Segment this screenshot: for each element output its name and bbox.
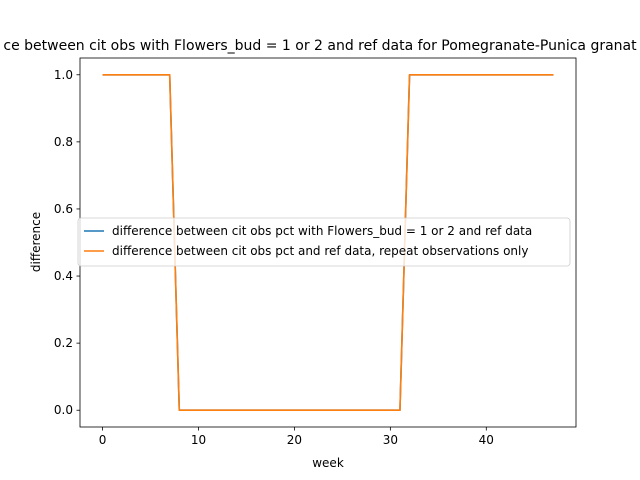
x-tick-label: 0	[99, 433, 107, 447]
x-tick-label: 40	[479, 433, 494, 447]
x-axis: 0 10 20 30 40	[99, 427, 494, 447]
y-tick-label: 0.0	[54, 403, 73, 417]
y-axis: 0.0 0.2 0.4 0.6 0.8 1.0	[54, 68, 80, 417]
series-lines	[102, 73, 554, 412]
legend: difference between cit obs pct with Flow…	[77, 217, 571, 267]
legend-label-2: difference between cit obs pct and ref d…	[112, 244, 528, 258]
series-line-2	[102, 73, 554, 412]
x-axis-label: week	[312, 456, 344, 470]
x-tick-label: 30	[383, 433, 398, 447]
y-axis-label: difference	[29, 212, 43, 272]
y-tick-label: 0.2	[54, 336, 73, 350]
y-tick-label: 0.4	[54, 269, 73, 283]
chart-title: ce between cit obs with Flowers_bud = 1 …	[3, 38, 637, 54]
legend-label-1: difference between cit obs pct with Flow…	[112, 224, 532, 238]
x-tick-label: 10	[191, 433, 206, 447]
y-tick-label: 0.6	[54, 202, 73, 216]
y-tick-label: 1.0	[54, 68, 73, 82]
legend-box	[77, 217, 571, 267]
y-tick-label: 0.8	[54, 135, 73, 149]
x-tick-label: 20	[287, 433, 302, 447]
